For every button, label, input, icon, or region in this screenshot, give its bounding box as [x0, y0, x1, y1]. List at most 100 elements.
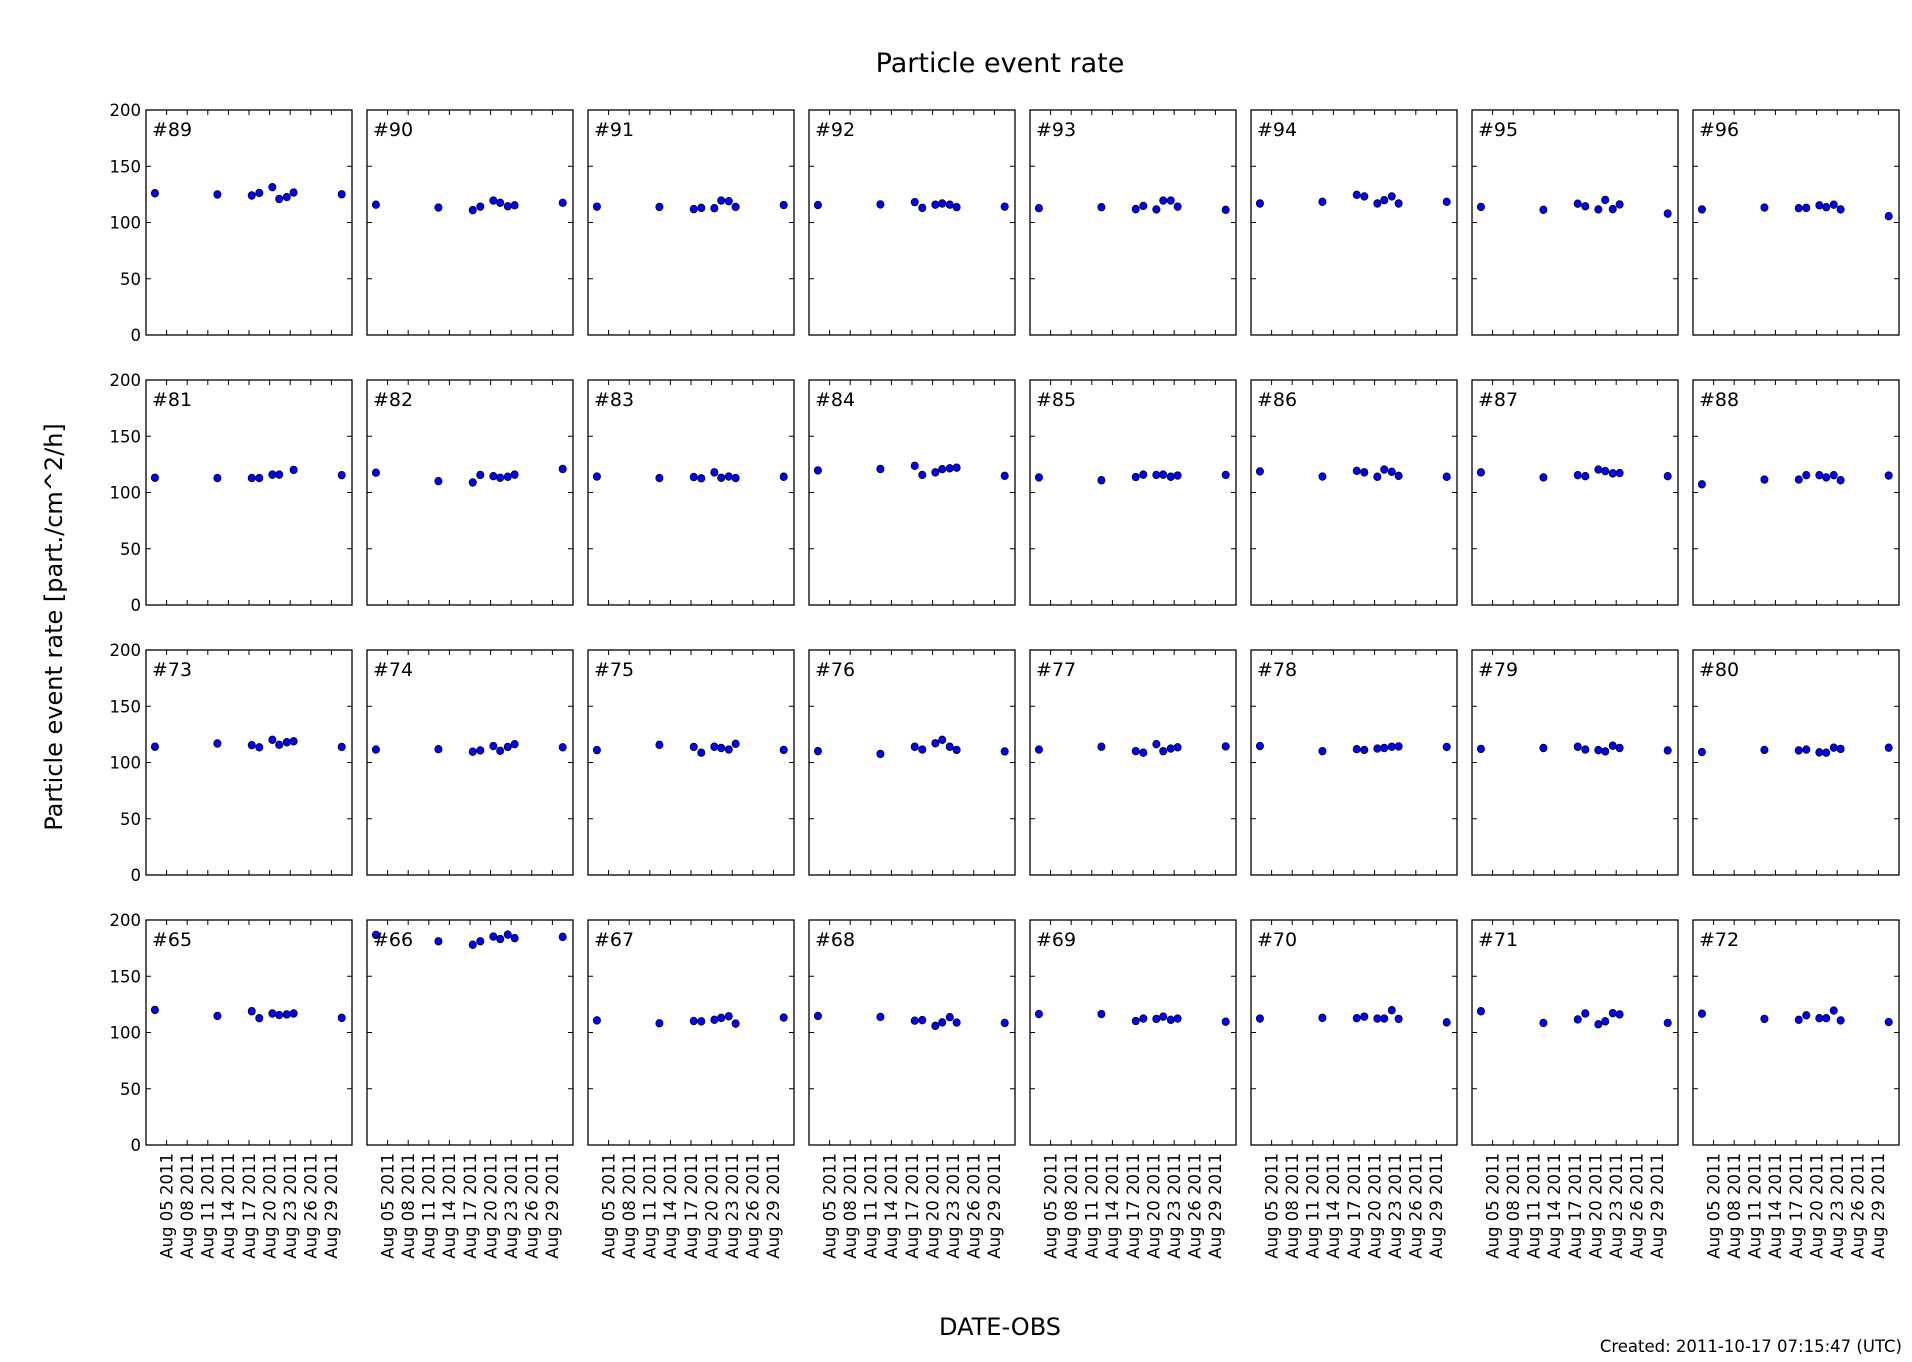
panel-label: #69	[1036, 929, 1076, 951]
y-tick-label: 200	[110, 911, 142, 930]
data-point	[689, 1016, 698, 1026]
data-point	[697, 748, 706, 757]
subplot-71: Aug 05 2011 Aug 08 2011 Aug 11 2011 Aug 14 …	[1471, 919, 1679, 1259]
data-point	[510, 739, 519, 749]
x-tick-label: Aug 26 2011	[1628, 1153, 1647, 1259]
data-point	[1884, 471, 1893, 480]
y-tick-label: 200	[110, 371, 142, 390]
data-point	[689, 472, 698, 482]
data-point	[1802, 203, 1811, 213]
panel-label: #67	[594, 929, 634, 951]
data-point	[1539, 205, 1548, 214]
data-point	[1221, 205, 1230, 214]
x-tick-label: Aug 26 2011	[523, 1153, 542, 1259]
data-point	[717, 1013, 726, 1023]
subplot-83: #83	[587, 379, 795, 606]
panel-label: #66	[373, 929, 413, 951]
data-point	[1601, 747, 1610, 756]
data-point	[496, 746, 505, 755]
data-point	[697, 474, 706, 483]
data-point	[1034, 1009, 1043, 1019]
data-point	[1166, 1015, 1175, 1024]
data-point	[1884, 743, 1893, 752]
x-tick-label: Aug 17 2011	[240, 1153, 259, 1259]
data-point	[813, 1011, 822, 1021]
data-point	[337, 1013, 346, 1023]
data-point	[496, 473, 505, 482]
subplot-88: #88	[1692, 379, 1900, 606]
axes-frame	[587, 379, 795, 606]
subplot-96: #96	[1692, 109, 1900, 336]
subplot-95: #95	[1471, 109, 1679, 336]
data-point	[1360, 745, 1369, 755]
data-point	[510, 933, 519, 943]
data-point	[1352, 190, 1361, 200]
data-point	[1760, 1014, 1769, 1024]
data-point	[1594, 465, 1603, 474]
data-point	[717, 473, 726, 482]
x-tick-label: Aug 29 2011	[985, 1153, 1004, 1259]
data-point	[1476, 1007, 1485, 1016]
panel-label: #82	[373, 389, 413, 411]
x-tick-label: Aug 08 2011	[620, 1153, 639, 1259]
data-point	[1387, 467, 1396, 476]
x-tick-label: Aug 05 2011	[1262, 1153, 1281, 1259]
panel-label: #72	[1699, 929, 1739, 951]
x-tick-label: Aug 11 2011	[199, 1153, 218, 1259]
data-point	[1822, 473, 1831, 482]
subplot-77: #77	[1029, 649, 1237, 876]
axes-frame	[366, 379, 574, 606]
data-point	[1601, 466, 1610, 476]
data-point	[876, 200, 885, 209]
data-point	[1318, 197, 1327, 206]
x-tick-label: Aug 14 2011	[1103, 1153, 1122, 1259]
data-point	[1815, 748, 1824, 757]
data-point	[1380, 743, 1389, 753]
y-tick-label: 200	[110, 641, 142, 660]
data-point	[275, 194, 284, 204]
data-point	[213, 739, 222, 748]
data-point	[489, 932, 498, 941]
x-tick-label: Aug 11 2011	[641, 1153, 660, 1259]
data-point	[1221, 742, 1230, 751]
data-point	[1802, 745, 1811, 754]
data-point	[910, 461, 919, 471]
x-tick-label: Aug 17 2011	[1124, 1153, 1143, 1259]
axes-frame	[1692, 109, 1900, 336]
subplot-72: Aug 05 2011 Aug 08 2011 Aug 11 2011 Aug 14 …	[1692, 919, 1900, 1259]
data-point	[1131, 1016, 1140, 1026]
subplot-89: 0 50 100 150 200 #89	[110, 101, 353, 345]
data-point	[910, 197, 919, 207]
data-point	[503, 472, 512, 481]
axes-frame	[1250, 919, 1458, 1146]
data-point	[1815, 1014, 1824, 1023]
data-point	[1615, 743, 1624, 753]
x-tick-label: Aug 29 2011	[1206, 1153, 1225, 1259]
data-point	[247, 191, 256, 200]
data-point	[655, 1019, 664, 1028]
x-tick-label: Aug 26 2011	[744, 1153, 763, 1259]
subplot-grid: 0 50 100 150 200 #89 #90 #91 #92 #93 #94 #95 #96 0 50 1…	[110, 101, 1900, 1259]
data-point	[1442, 472, 1451, 481]
data-point	[1663, 746, 1672, 755]
axes-frame	[1692, 379, 1900, 606]
axes-frame	[145, 649, 353, 876]
data-point	[1360, 468, 1369, 477]
data-point	[1476, 468, 1485, 477]
data-point	[1573, 199, 1582, 208]
data-point	[337, 470, 346, 480]
data-point	[938, 465, 947, 474]
data-point	[150, 1005, 159, 1015]
x-tick-label: Aug 14 2011	[1766, 1153, 1785, 1259]
subplot-78: #78	[1250, 649, 1458, 876]
data-point	[558, 932, 567, 942]
x-tick-label: Aug 11 2011	[1304, 1153, 1323, 1259]
subplot-67: Aug 05 2011 Aug 08 2011 Aug 11 2011 Aug 14 …	[587, 919, 795, 1259]
data-point	[876, 749, 885, 759]
subplot-65: 0 50 100 150 200 Aug 05 2011 Aug 08 2011 Aug 11…	[110, 911, 353, 1259]
data-point	[1822, 202, 1831, 212]
subplot-91: #91	[587, 109, 795, 336]
data-point	[282, 1010, 291, 1019]
data-point	[1608, 1008, 1617, 1018]
axes-frame	[366, 109, 574, 336]
